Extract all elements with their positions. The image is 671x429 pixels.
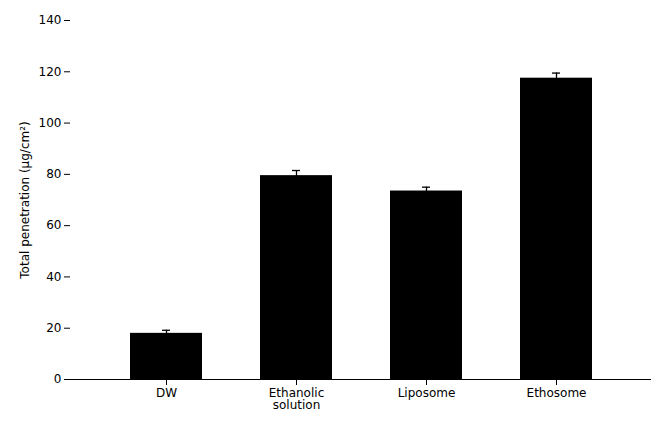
svg-text:40: 40 xyxy=(46,270,61,284)
svg-text:20: 20 xyxy=(46,321,61,335)
svg-text:Total penetration (μg/cm²): Total penetration (μg/cm²) xyxy=(18,121,32,279)
svg-text:0: 0 xyxy=(54,372,62,386)
svg-text:80: 80 xyxy=(46,167,61,181)
svg-text:60: 60 xyxy=(46,218,61,232)
svg-text:DW: DW xyxy=(156,386,177,400)
svg-text:140: 140 xyxy=(39,13,62,27)
svg-text:120: 120 xyxy=(39,65,62,79)
svg-text:Ethosome: Ethosome xyxy=(527,386,587,400)
svg-text:100: 100 xyxy=(39,116,62,130)
svg-text:Liposome: Liposome xyxy=(398,386,456,400)
svg-text:Ethanolicsolution: Ethanolicsolution xyxy=(269,386,324,412)
